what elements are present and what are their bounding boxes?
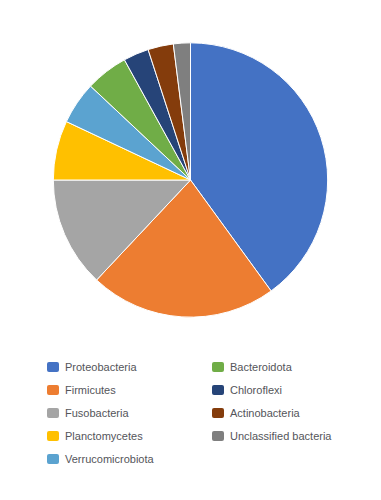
svg-text:Verrucomicrobiota: Verrucomicrobiota [65,453,155,465]
svg-text:Bacteroidota: Bacteroidota [230,361,293,373]
svg-text:Fusobacteria: Fusobacteria [65,407,129,419]
svg-text:Proteobacteria: Proteobacteria [65,361,137,373]
svg-text:Chloroflexi: Chloroflexi [230,384,282,396]
svg-text:Planctomycetes: Planctomycetes [65,430,143,442]
svg-text:Actinobacteria: Actinobacteria [230,407,301,419]
svg-text:Unclassified bacteria: Unclassified bacteria [230,430,332,442]
svg-text:Firmicutes: Firmicutes [65,384,116,396]
